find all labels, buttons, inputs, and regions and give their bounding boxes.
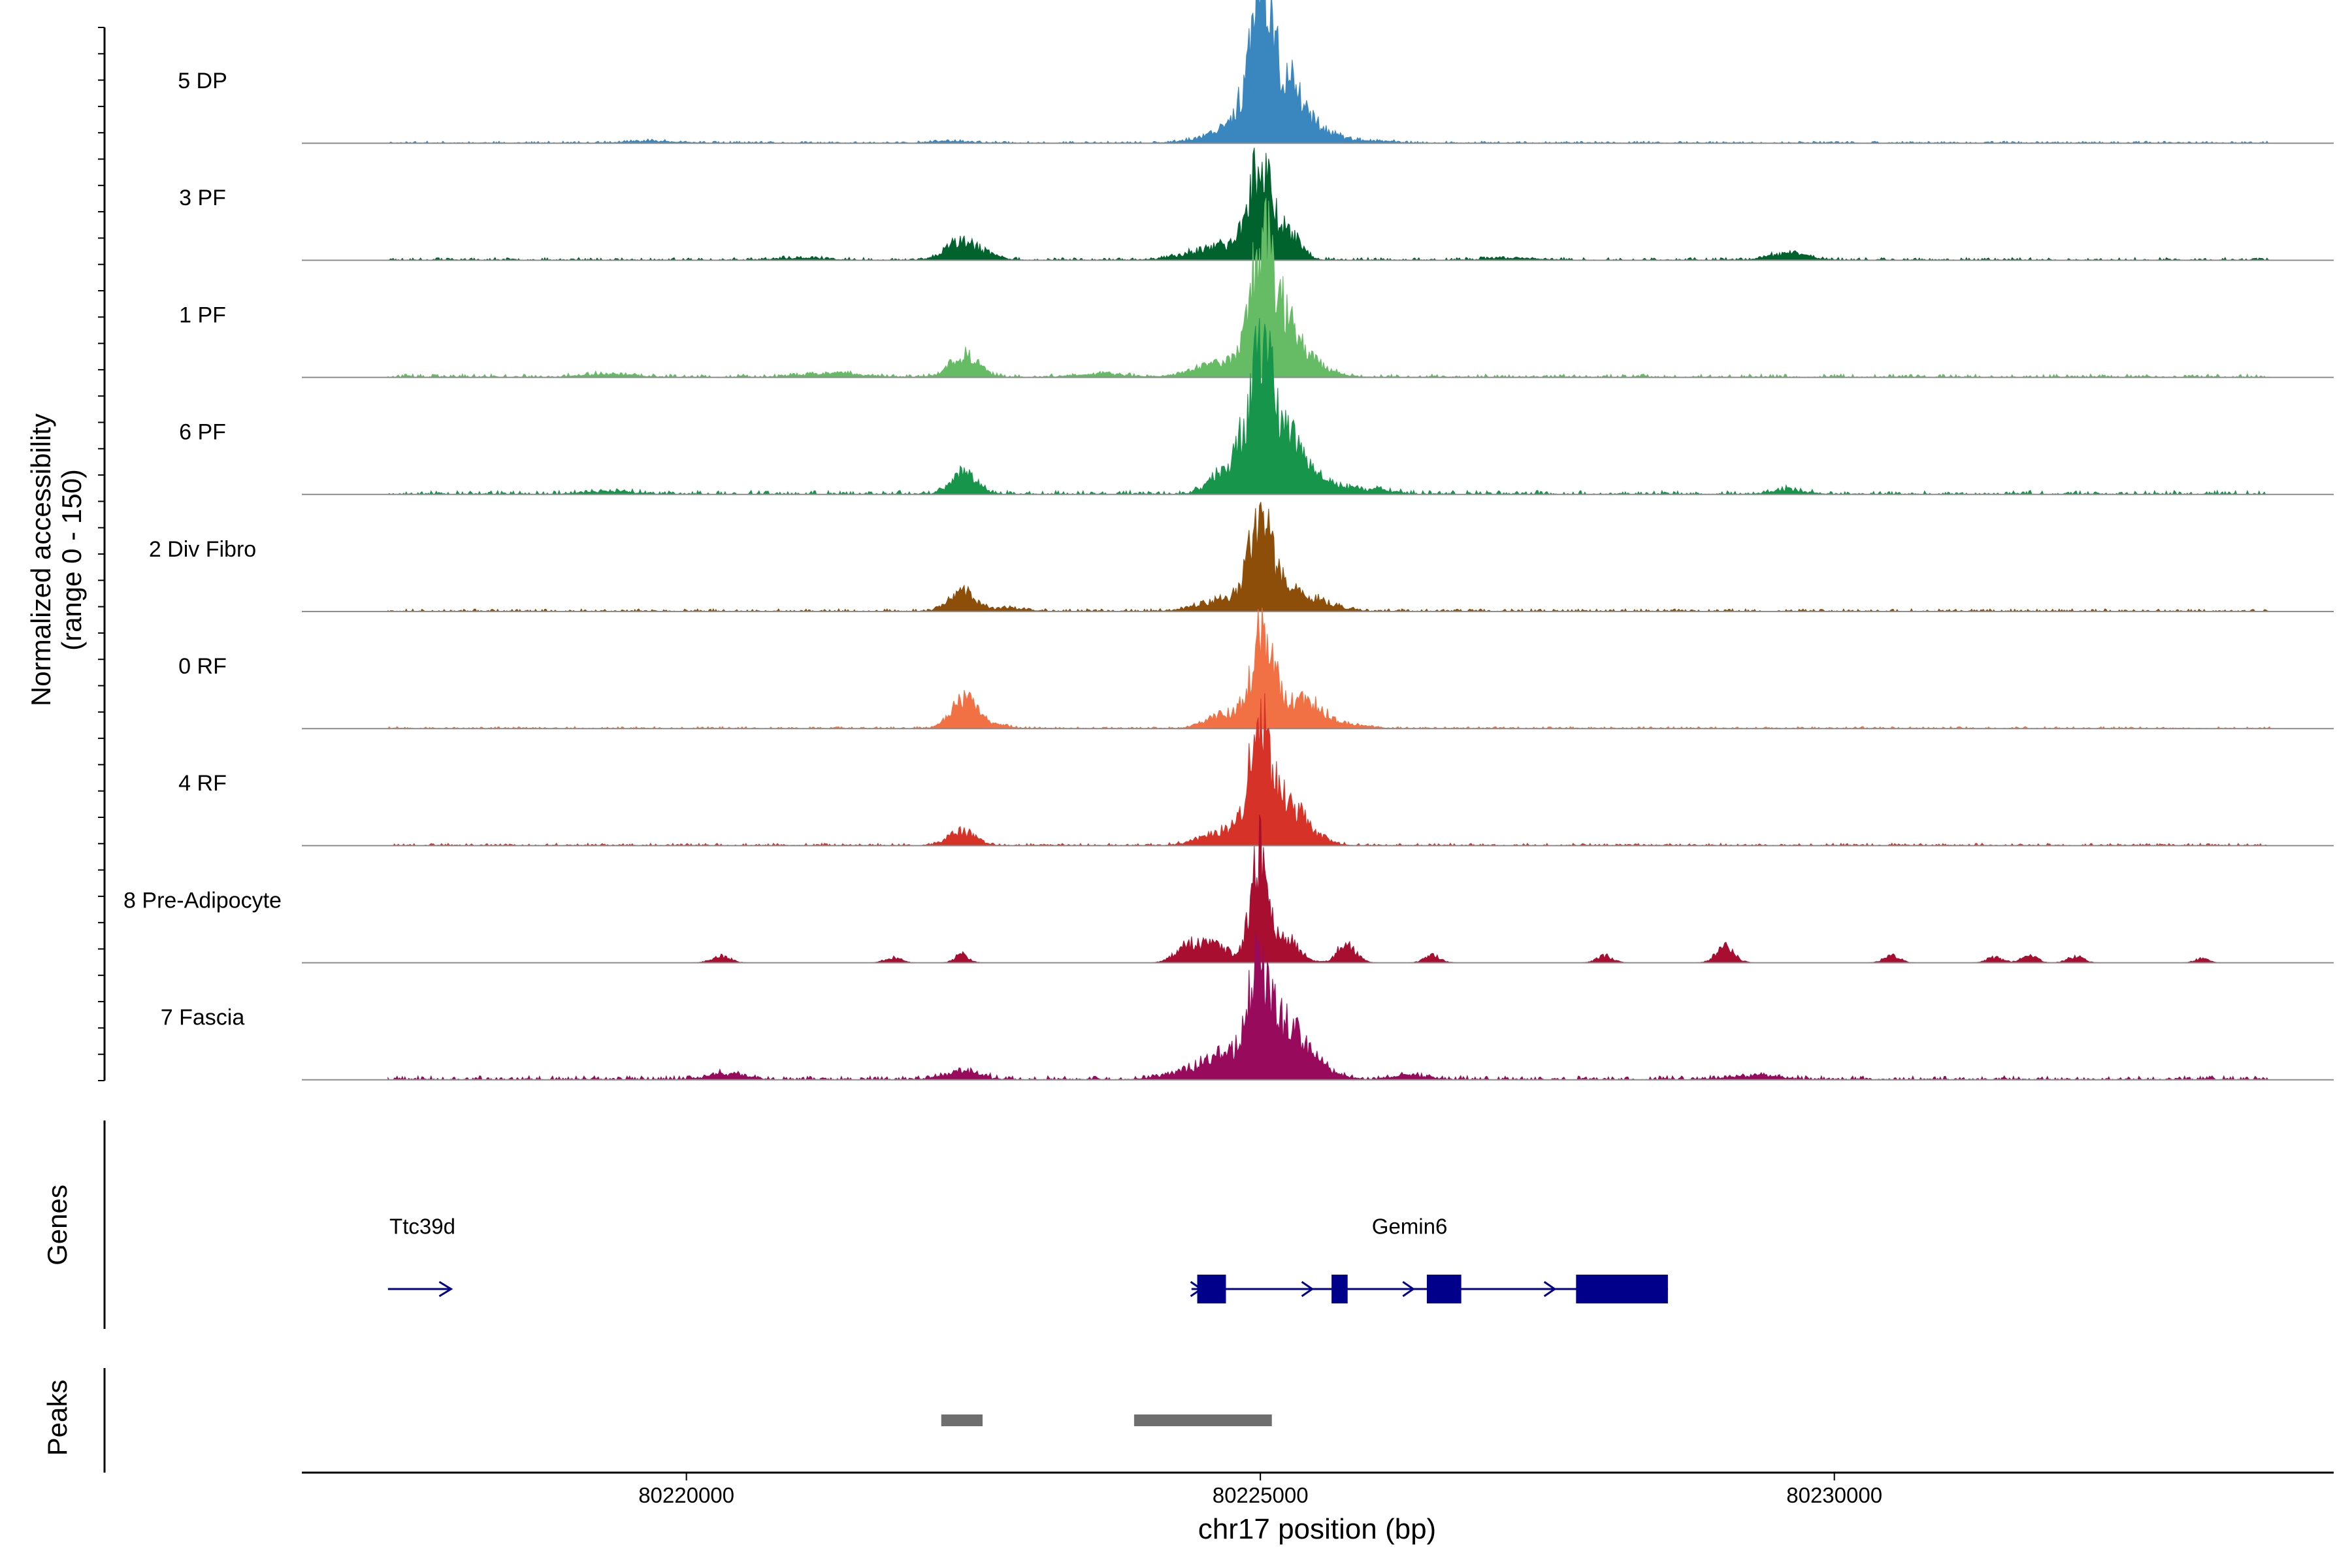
x-tick-label: 80220000 xyxy=(638,1483,734,1507)
track-label: 8 Pre-Adipocyte xyxy=(123,888,282,913)
track-2-div-fibro: 2 Div Fibro xyxy=(149,502,2334,613)
track-label: 6 PF xyxy=(179,420,226,445)
coverage-area xyxy=(387,198,2271,378)
peaks-track-label: Peaks xyxy=(42,1380,73,1456)
coverage-area xyxy=(387,815,2271,964)
gene-track: Ttc39d Gemin6 xyxy=(103,1120,1668,1329)
genes-track-label: Genes xyxy=(42,1184,73,1266)
coverage-area xyxy=(387,932,2271,1081)
track-label: 7 Fascia xyxy=(161,1005,245,1030)
track-8-pre-adipocyte: 8 Pre-Adipocyte xyxy=(123,815,2334,964)
track-4-rf: 4 RF xyxy=(178,693,2334,847)
track-label: 3 PF xyxy=(179,186,226,210)
track-1-pf: 1 PF xyxy=(179,198,2334,378)
gene-label: Gemin6 xyxy=(1372,1215,1448,1239)
coverage-area xyxy=(387,693,2271,847)
strand-arrow xyxy=(1402,1281,1415,1298)
track-label: 5 DP xyxy=(178,69,227,93)
x-axis: 80220000 80225000 80230000 xyxy=(302,1471,2334,1507)
peak-region xyxy=(941,1414,983,1426)
track-6-pf: 6 PF xyxy=(179,318,2334,496)
gene-label: Ttc39d xyxy=(389,1215,455,1239)
coverage-area xyxy=(387,607,2272,730)
exon xyxy=(1576,1275,1668,1303)
track-label: 1 PF xyxy=(179,302,226,327)
exon xyxy=(1331,1275,1348,1303)
coverage-area xyxy=(387,502,2271,613)
exon xyxy=(1426,1275,1462,1303)
track-7-fascia: 7 Fascia xyxy=(161,932,2334,1081)
coverage-area xyxy=(387,0,2271,144)
track-0-rf: 0 RF xyxy=(178,607,2334,730)
track-label: 4 RF xyxy=(178,771,227,796)
x-tick-label: 80225000 xyxy=(1213,1483,1309,1507)
y-axis-label-line2: (range 0 - 150) xyxy=(56,469,87,651)
track-label: 0 RF xyxy=(178,654,227,679)
strand-arrow xyxy=(1301,1281,1315,1298)
left-axis xyxy=(98,27,106,1081)
gene-ttc39d: Ttc39d xyxy=(387,1215,455,1298)
track-label: 2 Div Fibro xyxy=(149,537,256,562)
gene-gemin6: Gemin6 xyxy=(1190,1215,1668,1303)
coverage-area xyxy=(387,148,2271,261)
x-tick-label: 80230000 xyxy=(1786,1483,1882,1507)
x-axis-label: chr17 position (bp) xyxy=(1198,1513,1436,1545)
peak-track xyxy=(103,1368,1272,1473)
exon xyxy=(1197,1275,1226,1303)
track-3-pf: 3 PF xyxy=(179,148,2334,261)
track-5-dp: 5 DP xyxy=(178,0,2334,144)
y-axis-label-line1: Normalized accessibility xyxy=(25,414,56,706)
strand-arrow xyxy=(1543,1281,1557,1298)
peak-region xyxy=(1134,1414,1272,1426)
strand-arrow xyxy=(438,1281,453,1298)
coverage-tracks: 5 DP 3 PF 1 PF 6 PF 2 Div Fibro 0 RF 4 RF 8 Pre… xyxy=(123,0,2334,1081)
coverage-area xyxy=(387,318,2271,496)
